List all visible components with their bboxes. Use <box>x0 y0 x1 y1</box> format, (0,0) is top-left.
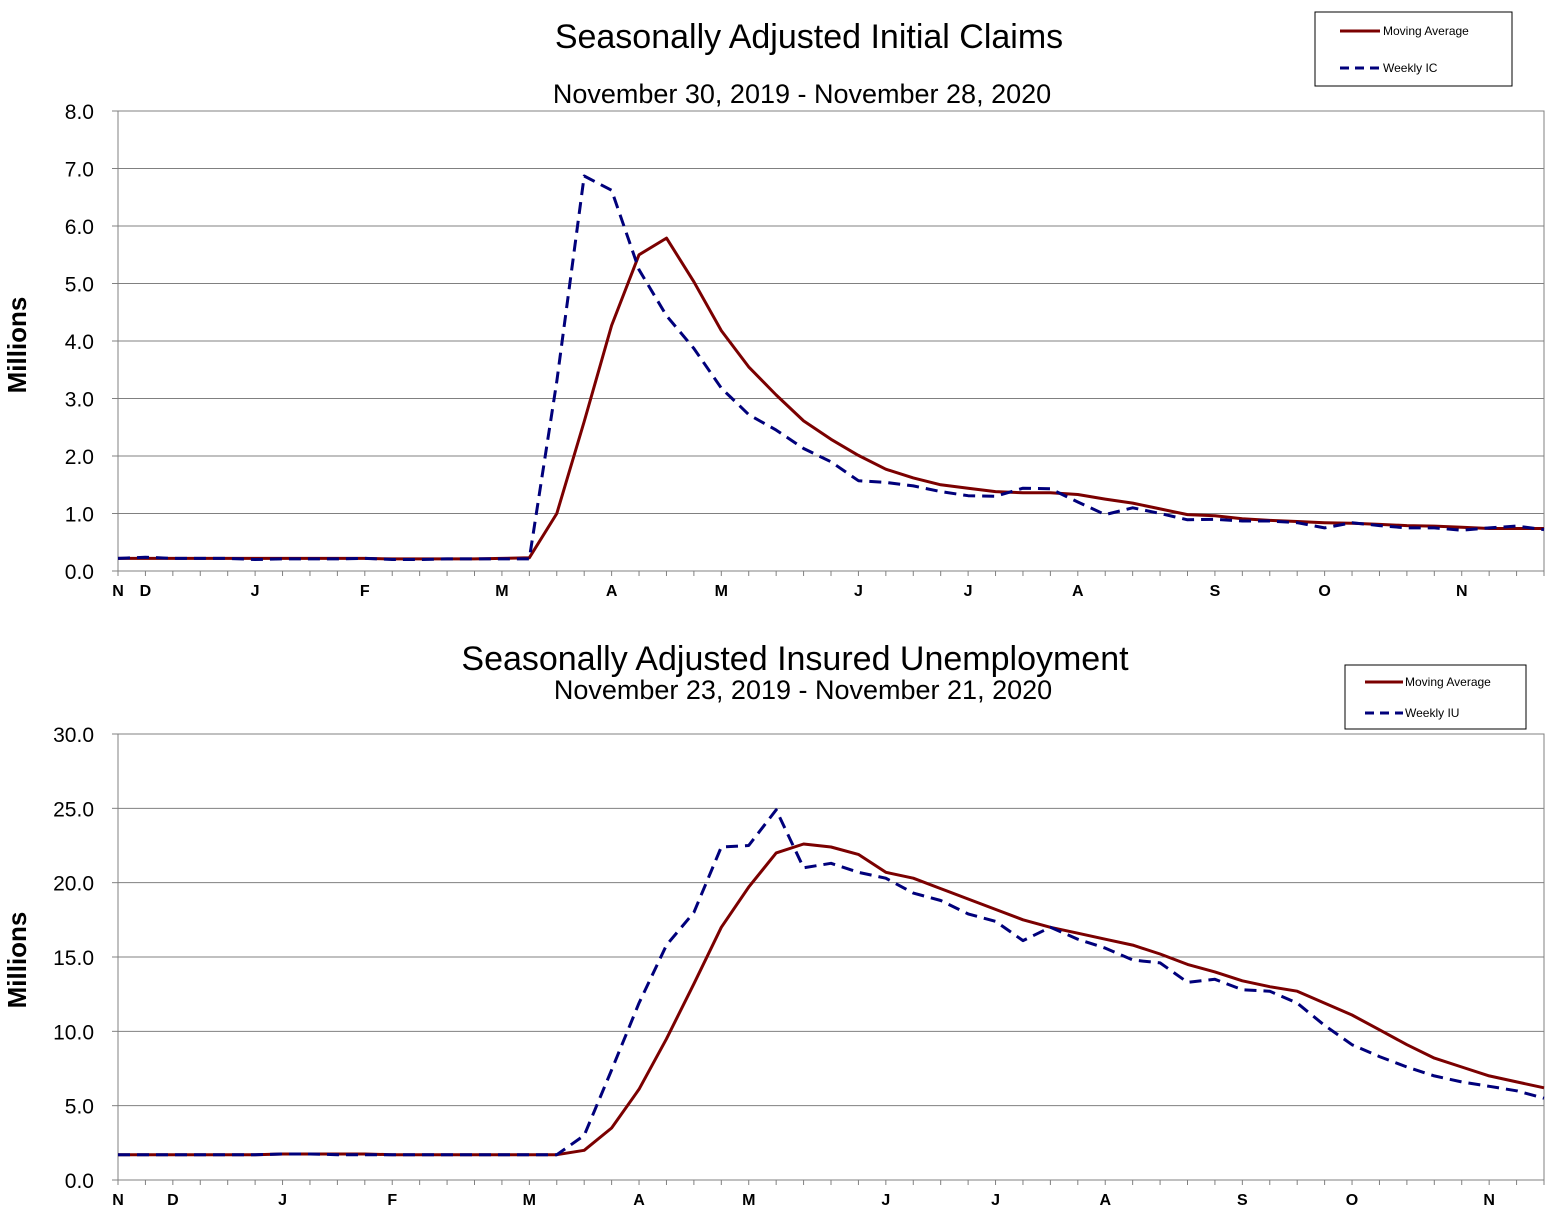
y-tick-label: 10.0 <box>53 1021 94 1044</box>
x-tick-label: N <box>112 1192 124 1209</box>
y-tick-label: 25.0 <box>53 798 94 821</box>
gridlines <box>112 110 1545 576</box>
legend: Moving Average Weekly IC <box>1314 11 1513 87</box>
chart-subtitle: November 30, 2019 - November 28, 2020 <box>553 79 1051 109</box>
x-tick-label: M <box>523 1192 536 1209</box>
series-line-weekly-iu <box>118 808 1545 1157</box>
x-tick-label: J <box>854 583 863 600</box>
series-line-moving-average <box>118 842 1545 1157</box>
legend-box <box>1344 664 1527 730</box>
plot-frame <box>117 110 1545 572</box>
x-tick-label: A <box>606 583 618 600</box>
chart-title: Seasonally Adjusted Initial Claims <box>555 18 1063 56</box>
y-tick-label: 20.0 <box>53 873 94 896</box>
x-tick-label: A <box>1099 1192 1111 1209</box>
x-tick-label: F <box>387 1192 397 1209</box>
x-tick-label: N <box>112 583 124 600</box>
y-tick-label: 15.0 <box>53 947 94 970</box>
x-tick-label: A <box>1072 583 1084 600</box>
x-tick-label: D <box>140 583 152 600</box>
x-tick-label: M <box>715 583 728 600</box>
x-tick-label: A <box>633 1192 645 1209</box>
legend-label: Weekly IU <box>1405 706 1459 720</box>
x-tick-label: J <box>278 1192 287 1209</box>
legend-label: Moving Average <box>1383 24 1469 38</box>
y-tick-label: 5.0 <box>65 274 94 297</box>
legend-label: Moving Average <box>1405 675 1491 689</box>
y-tick-label: 4.0 <box>65 331 94 354</box>
y-axis-label: Millions <box>2 912 32 1009</box>
y-tick-label: 3.0 <box>65 389 94 412</box>
plot-frame <box>117 733 1545 1181</box>
gridlines <box>112 733 1545 1185</box>
y-tick-label: 5.0 <box>65 1096 94 1119</box>
legend: Moving Average Weekly IU <box>1344 664 1527 730</box>
y-tick-label: 8.0 <box>65 101 94 124</box>
x-tick-label: M <box>495 583 508 600</box>
x-tick-label: D <box>167 1192 179 1209</box>
x-tick-label: F <box>360 583 370 600</box>
x-tick-label: N <box>1483 1192 1495 1209</box>
legend-label: Weekly IC <box>1383 61 1438 75</box>
chart-subtitle: November 23, 2019 - November 21, 2020 <box>554 675 1052 705</box>
y-tick-label: 7.0 <box>65 159 94 182</box>
x-tick-label: J <box>991 1192 1000 1209</box>
y-tick-label: 0.0 <box>65 561 94 584</box>
y-tick-label: 6.0 <box>65 216 94 239</box>
x-tick-label: M <box>742 1192 755 1209</box>
series-line-weekly-ic <box>117 174 1545 561</box>
x-tick-label: N <box>1456 583 1468 600</box>
x-tick-label: S <box>1237 1192 1248 1209</box>
legend-box <box>1314 11 1513 87</box>
x-tick-label: O <box>1346 1192 1358 1209</box>
series-lines <box>118 808 1545 1157</box>
x-tick-label: J <box>251 583 260 600</box>
y-tick-label: 2.0 <box>65 446 94 469</box>
y-axis-label: Millions <box>2 297 32 394</box>
chart-title: Seasonally Adjusted Insured Unemployment <box>461 640 1129 678</box>
x-tick-label: O <box>1318 583 1330 600</box>
insured-unemployment-chart: Seasonally Adjusted Insured Unemployment… <box>2 640 1545 1209</box>
series-lines <box>117 174 1545 561</box>
x-tick-label: J <box>881 1192 890 1209</box>
initial-claims-chart: Seasonally Adjusted Initial Claims Novem… <box>2 11 1545 600</box>
x-tick-label: J <box>964 583 973 600</box>
y-tick-label: 1.0 <box>65 504 94 527</box>
x-tick-label: S <box>1210 583 1221 600</box>
y-ticks: 0.0 5.0 10.0 15.0 20.0 25.0 30.0 <box>53 724 94 1193</box>
y-ticks: 0.0 1.0 2.0 3.0 4.0 5.0 6.0 7.0 8.0 <box>65 101 94 584</box>
y-tick-label: 0.0 <box>65 1170 94 1193</box>
y-tick-label: 30.0 <box>53 724 94 747</box>
